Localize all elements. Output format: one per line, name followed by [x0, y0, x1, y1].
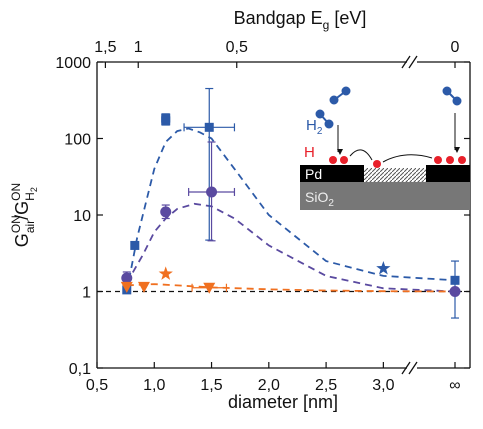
h2-sub: 2 [317, 126, 323, 137]
h2-molecules [315, 86, 462, 129]
y-axis-label: GONair/GONH2 [9, 183, 39, 247]
triangle-marker [137, 281, 150, 293]
inset-diagram: H2 H Pd SiO2 [300, 86, 470, 210]
y-tick-label: 1 [82, 285, 91, 302]
x-tick-label: ∞ [449, 377, 460, 394]
y-tick-label: 0,1 [69, 361, 91, 378]
square-marker [450, 275, 460, 285]
h-label: H [304, 144, 315, 161]
x-tick-label: 1,0 [143, 377, 165, 394]
circle-marker [206, 186, 218, 198]
nanotubes [364, 168, 426, 182]
h2-label: H2 [306, 117, 323, 137]
x2-tick-label: 1 [134, 39, 143, 56]
square-marker [130, 240, 140, 250]
plot-frame [96, 55, 471, 375]
fit-curve [126, 202, 456, 293]
pd-right [426, 165, 470, 182]
x2-axis-label: Bandgap Eg [eV] [234, 8, 367, 32]
x2-tick-label: 1,5 [94, 39, 116, 56]
substrate [300, 182, 470, 210]
triangle-marker [120, 281, 133, 293]
y-tick-label: 10 [73, 208, 91, 225]
circle-marker [160, 206, 172, 218]
label-part: g [323, 18, 330, 32]
label-part: ON [9, 183, 23, 201]
fit-curve [125, 127, 456, 292]
square-marker [161, 113, 171, 123]
x-tick-label: 0,5 [86, 377, 108, 394]
circle-marker [449, 286, 461, 297]
triangle-marker [203, 282, 216, 294]
pd-label: Pd [305, 166, 322, 182]
label-part: air [23, 220, 37, 233]
label-part: ON [9, 215, 23, 233]
x-tick-label: 2,5 [315, 377, 337, 394]
y-tick-label: 100 [64, 132, 91, 149]
fit-curve [126, 283, 456, 293]
arrows [337, 113, 460, 163]
x-tick-label: 3,0 [372, 377, 394, 394]
pd-left [300, 165, 364, 182]
sio2-label: SiO2 [305, 189, 334, 209]
label-part: 2 [29, 187, 39, 192]
x-tick-label: 2,0 [258, 377, 280, 394]
circle-marker [121, 272, 133, 284]
x2-tick-label: 0,5 [226, 39, 248, 56]
h2-h: H [306, 117, 317, 134]
label-part: G [12, 233, 32, 247]
x2-tick-label: 0 [451, 39, 460, 56]
h-atoms [329, 156, 466, 168]
label-part: H [23, 192, 37, 201]
star-marker [158, 266, 173, 280]
x-axis-label: diameter [nm] [228, 392, 338, 412]
square-marker [204, 122, 214, 132]
star-marker [376, 261, 391, 275]
label-part: Bandgap E [234, 8, 323, 28]
label-part: /G [12, 201, 32, 220]
x-tick-label: 1,5 [200, 377, 222, 394]
label-part: [eV] [329, 8, 366, 28]
sio2-text: SiO [305, 189, 328, 205]
y-tick-label: 1000 [55, 55, 91, 72]
sio2-sub: 2 [328, 198, 334, 209]
